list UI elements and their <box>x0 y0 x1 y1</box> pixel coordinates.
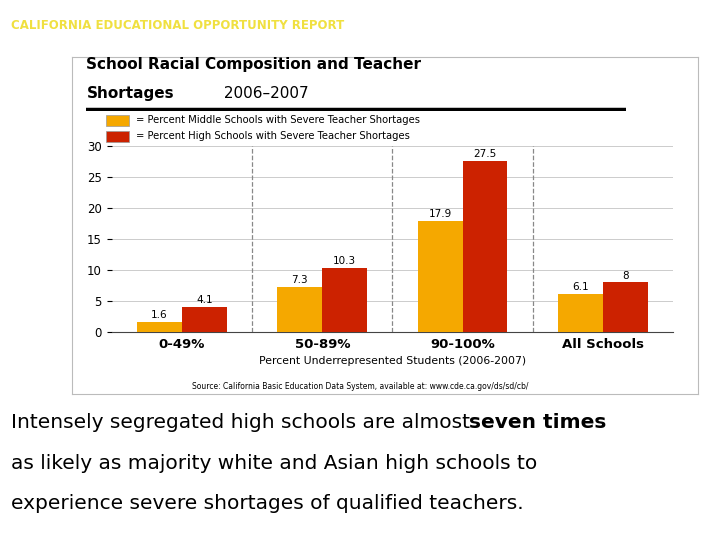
Bar <box>277 287 323 332</box>
Text: 10.3: 10.3 <box>333 256 356 266</box>
Text: Intensely segregated high schools are almost: Intensely segregated high schools are al… <box>11 413 476 432</box>
Bar <box>603 282 648 332</box>
Text: = Percent High Schools with Severe Teacher Shortages: = Percent High Schools with Severe Teach… <box>136 131 410 141</box>
Bar <box>558 294 603 332</box>
Text: CALIFORNIA EDUCATIONAL OPPORTUNITY REPORT: CALIFORNIA EDUCATIONAL OPPORTUNITY REPOR… <box>11 19 344 32</box>
Bar <box>137 322 182 332</box>
Text: seven times: seven times <box>469 413 607 432</box>
Text: as likely as majority white and Asian high schools to: as likely as majority white and Asian hi… <box>11 454 537 472</box>
Text: 4.1: 4.1 <box>196 295 213 305</box>
Text: School Racial Composition and Teacher: School Racial Composition and Teacher <box>86 57 421 72</box>
Text: experience severe shortages of qualified teachers.: experience severe shortages of qualified… <box>11 494 523 513</box>
Bar <box>418 221 462 332</box>
Bar <box>323 268 367 332</box>
Text: Shortages: Shortages <box>86 86 174 102</box>
X-axis label: Percent Underrepresented Students (2006-2007): Percent Underrepresented Students (2006-… <box>258 356 526 366</box>
Text: 17.9: 17.9 <box>428 209 451 219</box>
Text: 6.1: 6.1 <box>572 282 589 292</box>
Text: 2006–2007: 2006–2007 <box>219 86 308 102</box>
Bar <box>182 307 227 332</box>
Bar <box>462 161 508 332</box>
Text: = Percent Middle Schools with Severe Teacher Shortages: = Percent Middle Schools with Severe Tea… <box>136 115 420 125</box>
Text: 8: 8 <box>622 271 629 281</box>
Text: 1.6: 1.6 <box>151 310 168 320</box>
Bar <box>106 131 130 141</box>
Text: 7.3: 7.3 <box>292 275 308 285</box>
Text: Source: California Basic Education Data System, available at: www.cde.ca.gov/ds/: Source: California Basic Education Data … <box>192 382 528 391</box>
Text: 27.5: 27.5 <box>473 150 497 159</box>
Bar <box>106 115 130 126</box>
